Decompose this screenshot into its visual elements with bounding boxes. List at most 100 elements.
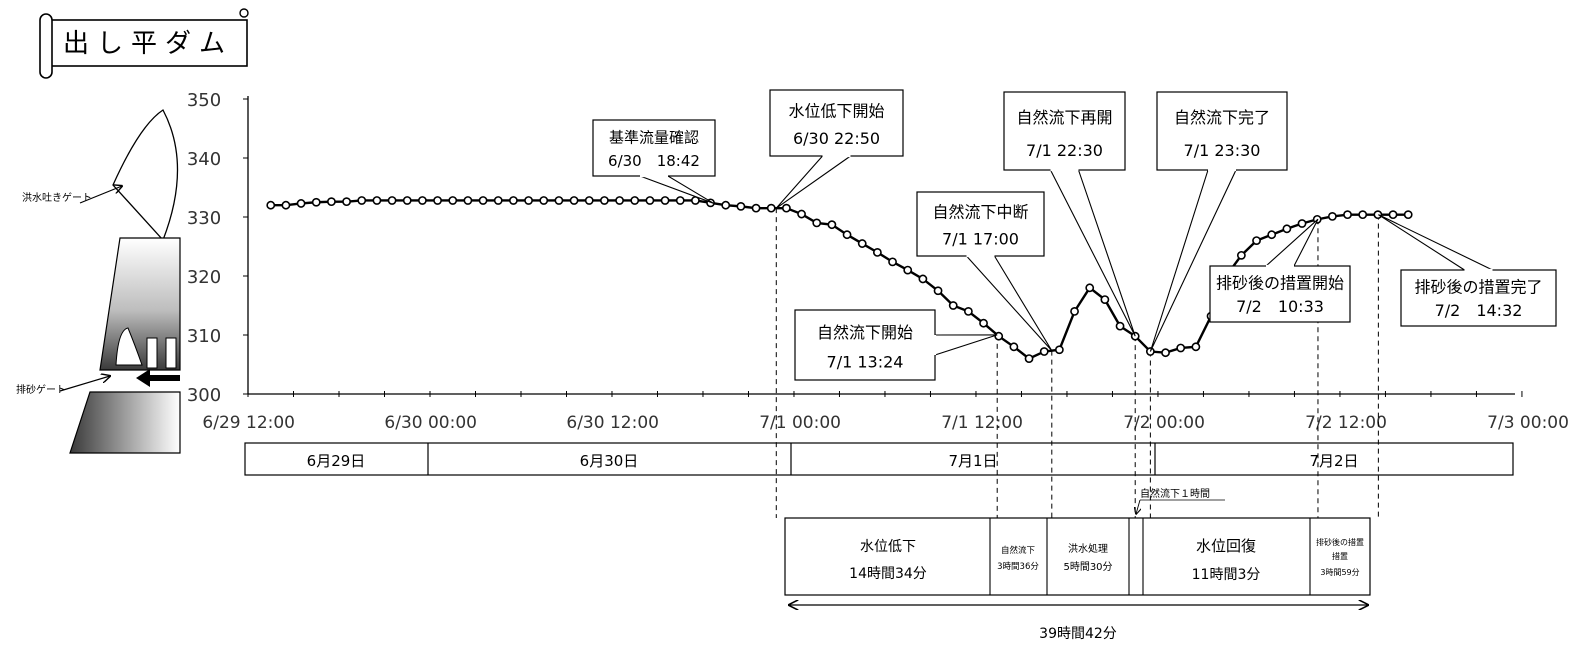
phase-5-duration: 3時間59分 — [1320, 568, 1359, 577]
data-point — [979, 318, 988, 328]
y-tick-labels: 300 310 320 330 340 350 — [187, 90, 248, 406]
callout-title: 排砂後の措置完了 — [1414, 277, 1542, 296]
callout-pointer — [934, 334, 998, 356]
data-point — [1039, 347, 1049, 356]
data-point — [1252, 236, 1261, 245]
data-point — [1388, 210, 1398, 220]
data-point — [584, 196, 594, 205]
phase-2-duration: 3時間36分 — [997, 562, 1039, 572]
phase-3-label: 洪水処理 — [1068, 542, 1108, 555]
data-point — [539, 196, 549, 205]
sediment-gate-label: 排砂ゲート — [16, 383, 66, 396]
x-tick-label: 7/2 12:00 — [1305, 413, 1387, 433]
data-point — [296, 199, 306, 208]
data-point — [463, 196, 473, 205]
event-callout: 自然流下完了 7/1 23:30 — [1149, 91, 1288, 352]
event-callout: 自然流下中断 7/1 17:00 — [916, 191, 1053, 352]
data-point — [600, 196, 609, 205]
event-callout: 排砂後の措置開始 7/2 10:33 — [1209, 218, 1351, 323]
callout-pointer — [1378, 214, 1493, 271]
callout-box — [1003, 91, 1126, 171]
y-tick-label: 310 — [187, 326, 221, 347]
data-point — [660, 196, 670, 205]
data-point — [675, 196, 685, 205]
data-point — [327, 197, 336, 207]
x-tick-label: 6/30 12:00 — [566, 413, 659, 433]
data-point — [827, 220, 837, 230]
data-point — [812, 218, 822, 228]
y-tick-label: 350 — [187, 90, 221, 111]
event-callout: 水位低下開始 6/30 22:50 — [769, 89, 904, 209]
x-tick-label: 6/30 00:00 — [384, 413, 477, 433]
data-point — [888, 257, 897, 267]
data-point — [857, 239, 867, 248]
total-duration-label: 39時間42分 — [1039, 626, 1117, 642]
data-point — [554, 196, 564, 205]
data-point — [1024, 354, 1034, 363]
callout-box — [1209, 265, 1351, 323]
data-point — [1403, 210, 1413, 220]
data-point — [615, 196, 624, 205]
data-point — [1115, 321, 1125, 331]
data-point — [1267, 230, 1277, 240]
data-point — [1236, 250, 1246, 260]
data-point — [1085, 283, 1095, 293]
data-point — [1282, 224, 1292, 234]
data-point — [524, 196, 533, 205]
phase-5-label: 排砂後の措置 — [1316, 537, 1364, 547]
dam-schematic: 洪水吐きゲート 排砂ゲート — [16, 109, 181, 454]
data-point — [736, 201, 746, 211]
callout-time: 6/30 22:50 — [793, 129, 880, 148]
callout-title: 自然流下完了 — [1174, 108, 1270, 127]
data-point — [781, 203, 791, 213]
data-point — [281, 200, 291, 210]
phase-3-duration: 5時間30分 — [1063, 561, 1112, 573]
data-point — [630, 196, 640, 205]
data-point — [994, 331, 1004, 341]
data-point — [569, 196, 579, 205]
data-point — [1176, 343, 1186, 353]
event-callout: 自然流下再開 7/1 22:30 — [1003, 91, 1136, 337]
data-point — [342, 197, 351, 207]
data-point — [721, 200, 731, 210]
phase-2-label: 自然流下 — [1001, 545, 1036, 556]
callout-time: 7/2 14:32 — [1435, 301, 1523, 320]
data-point — [1191, 342, 1201, 352]
x-tick-label: 7/3 00:00 — [1487, 413, 1569, 433]
data-point — [751, 203, 761, 213]
data-point — [933, 286, 943, 296]
date-band: 6月29日 6月30日 7月1日 7月2日 — [244, 442, 1514, 476]
date-7-1: 7月1日 — [948, 452, 997, 470]
callout-time: 7/2 10:33 — [1236, 297, 1324, 316]
data-point — [372, 196, 382, 205]
callout-box — [592, 119, 716, 177]
natural-flow-note: 自然流下１時間 — [1140, 487, 1210, 500]
phase-table: 水位低下 14時間34分 自然流下 3時間36分 洪水処理 5時間30分 水位回… — [784, 487, 1371, 596]
date-6-29: 6月29日 — [307, 452, 366, 470]
phase-1-duration: 14時間34分 — [849, 566, 927, 582]
data-point — [418, 196, 427, 205]
event-callout: 自然流下開始 7/1 13:24 — [794, 309, 998, 381]
phase-5-label-b: 措置 — [1332, 551, 1348, 561]
callout-pointer — [1149, 169, 1237, 352]
x-tick-label: 7/1 00:00 — [759, 413, 841, 433]
y-tick-label: 340 — [187, 149, 221, 170]
callout-box — [1156, 91, 1288, 171]
callout-time: 6/30 18:42 — [608, 152, 700, 170]
callout-title: 排砂後の措置開始 — [1216, 273, 1344, 292]
data-point — [1100, 295, 1110, 304]
data-point — [842, 230, 852, 240]
callout-title: 水位低下開始 — [788, 101, 884, 120]
data-point — [1161, 348, 1170, 358]
data-point — [1373, 210, 1383, 220]
event-callout: 排砂後の措置完了 7/2 14:32 — [1378, 214, 1557, 327]
x-axis: 6/29 12:00 6/30 00:00 6/30 12:00 7/1 00:00 7… — [202, 391, 1569, 433]
data-point — [357, 196, 367, 205]
data-point — [266, 200, 276, 210]
data-point — [478, 196, 488, 205]
data-point — [918, 274, 928, 284]
data-point — [797, 209, 806, 219]
callout-time: 7/1 23:30 — [1184, 141, 1261, 160]
data-point — [402, 196, 412, 205]
callout-time: 7/1 22:30 — [1026, 141, 1103, 160]
